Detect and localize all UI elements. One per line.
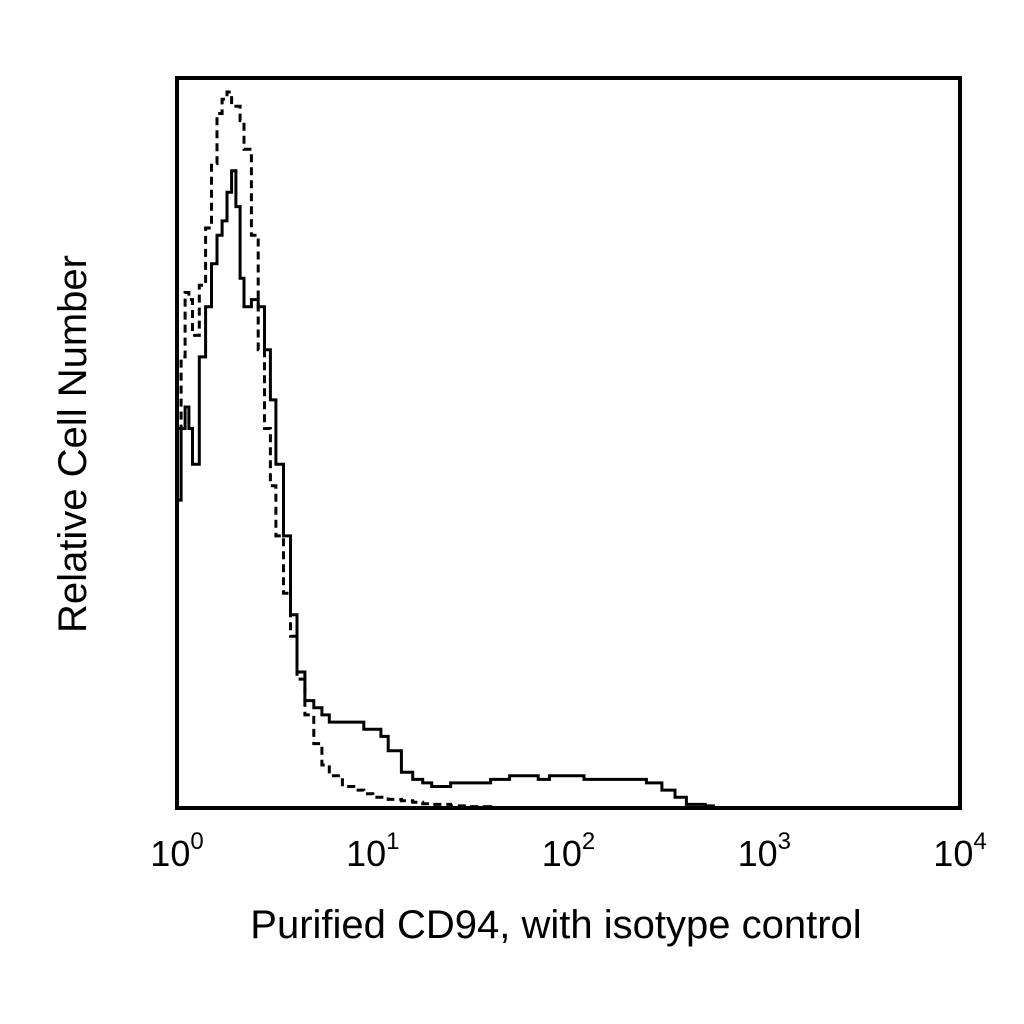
x-tick-exponent: 3 [778,828,791,855]
x-tick-exponent: 1 [386,828,399,855]
x-tick-label: 103 [738,828,791,874]
series-layer [177,90,715,809]
x-tick-exponent: 4 [973,828,986,855]
x-tick-label: 102 [542,828,595,874]
x-tick-label: 104 [933,828,986,874]
x-tick-labels: 100 101 102 103 104 [150,828,986,874]
x-tick-label: 100 [150,828,203,874]
x-tick-base: 10 [346,833,386,874]
x-tick-exponent: 0 [190,828,203,855]
x-axis-title: Purified CD94, with isotype control [250,903,861,947]
histogram-series-solid [177,169,715,808]
x-tick-base: 10 [150,833,190,874]
x-tick-label: 101 [346,828,399,874]
x-tick-base: 10 [738,833,778,874]
x-tick-base: 10 [933,833,973,874]
plot-frame [175,76,962,810]
histogram-series-dashed [177,90,493,809]
x-tick-exponent: 2 [582,828,595,855]
x-tick-base: 10 [542,833,582,874]
y-axis-title: Relative Cell Number [51,255,95,633]
